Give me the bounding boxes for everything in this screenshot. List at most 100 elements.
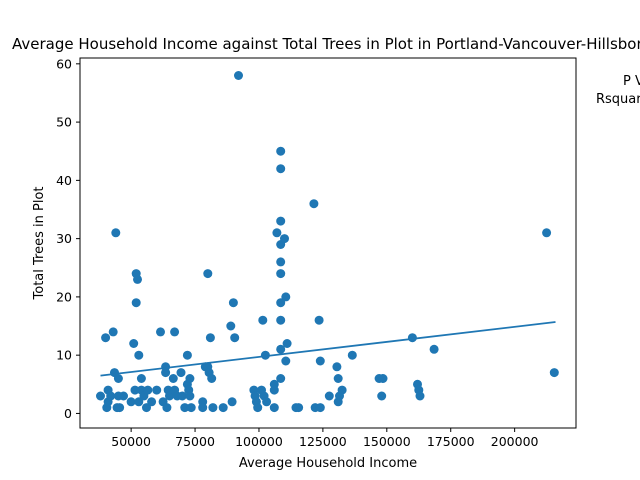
scatter-point xyxy=(276,146,286,156)
scatter-point xyxy=(347,350,357,360)
scatter-point xyxy=(276,257,286,267)
scatter-point xyxy=(315,356,325,366)
x-tick-label: 125000 xyxy=(299,434,347,449)
y-tick-label: 40 xyxy=(56,173,72,188)
scatter-point xyxy=(429,344,439,354)
chart-title: Average Household Income against Total T… xyxy=(12,35,640,53)
y-tick-label: 30 xyxy=(56,231,72,246)
x-tick-label: 150000 xyxy=(363,434,411,449)
scatter-point xyxy=(258,315,268,325)
x-axis-label: Average Household Income xyxy=(239,456,417,471)
scatter-point xyxy=(542,228,552,238)
scatter-point xyxy=(228,298,238,308)
scatter-point xyxy=(281,292,291,302)
scatter-point xyxy=(182,350,192,360)
scatter-point xyxy=(156,327,165,337)
scatter-point xyxy=(377,391,387,401)
scatter-point xyxy=(314,315,324,325)
scatter-point xyxy=(378,374,388,383)
scatter-point xyxy=(309,199,319,209)
scatter-point xyxy=(119,391,128,401)
scatter-point xyxy=(276,315,286,325)
scatter-point xyxy=(134,397,144,407)
scatter-point xyxy=(276,269,286,279)
x-tick-label: 75000 xyxy=(175,434,215,449)
y-axis: 0 10 20 30 40 50 60 xyxy=(56,56,80,421)
trendline-group xyxy=(100,321,556,377)
scatter-point xyxy=(205,333,215,343)
scatter-point xyxy=(260,350,270,360)
scatter-point xyxy=(324,391,334,401)
scatter-point xyxy=(131,298,141,308)
plot-marks xyxy=(96,71,559,413)
scatter-point xyxy=(276,164,286,174)
scatter-point xyxy=(113,374,123,383)
y-tick-label: 20 xyxy=(56,289,72,304)
scatter-point xyxy=(269,403,279,413)
scatter-point xyxy=(280,234,289,244)
scatter-point xyxy=(134,350,144,360)
x-tick-label: 175000 xyxy=(427,434,475,449)
scatter-point xyxy=(253,403,263,413)
y-tick-label: 10 xyxy=(56,348,72,363)
scatter-point xyxy=(332,362,342,372)
scatter-point xyxy=(234,71,243,80)
scatter-point xyxy=(168,374,178,383)
scatter-point xyxy=(162,403,172,413)
scatter-point xyxy=(152,385,162,395)
scatter-point xyxy=(272,228,282,238)
scatter-point xyxy=(111,228,121,238)
scatter-point xyxy=(177,391,187,401)
x-tick-label: 100000 xyxy=(235,434,283,449)
scatter-point xyxy=(185,391,195,401)
scatter-point xyxy=(180,403,190,413)
scatter-point xyxy=(186,403,196,413)
y-tick-label: 0 xyxy=(64,406,72,421)
scatter-point xyxy=(130,385,140,395)
scatter-point xyxy=(133,274,142,284)
scatter-point xyxy=(198,403,208,413)
scatter-point xyxy=(176,368,186,378)
scatter-point xyxy=(208,403,218,413)
scatter-point xyxy=(115,403,125,413)
scatter-point xyxy=(106,391,116,401)
y-axis-label: Total Trees in Plot xyxy=(32,187,47,301)
scatter-point xyxy=(269,385,279,395)
stats-annotation-line: P V xyxy=(623,74,640,89)
trendline xyxy=(100,321,556,377)
scatter-point xyxy=(129,339,139,348)
scatter-point xyxy=(126,397,136,407)
scatter-point xyxy=(549,368,559,378)
scatter-point xyxy=(333,374,343,383)
scatter-point xyxy=(276,344,286,354)
scatter-point xyxy=(281,356,291,366)
scatter-point xyxy=(337,385,347,395)
scatter-point xyxy=(315,403,325,413)
scatter-point xyxy=(96,391,105,401)
scatter-point xyxy=(276,374,286,383)
scatter-point xyxy=(415,391,425,401)
x-tick-label: 50000 xyxy=(111,434,151,449)
scatter-point xyxy=(218,403,228,413)
x-axis: 50000 75000 100000 125000 150000 175000 200000 xyxy=(111,428,539,449)
scatter-point xyxy=(185,374,195,383)
scatter-point xyxy=(165,391,174,401)
stats-annotation-line: Rsquar xyxy=(596,92,640,107)
scatter-point xyxy=(227,397,237,407)
scatter-point xyxy=(262,397,272,407)
scatter-point xyxy=(282,339,292,348)
scatter-point xyxy=(136,374,146,383)
scatter-point xyxy=(101,333,111,343)
scatter-point xyxy=(161,368,171,378)
x-tick-label: 200000 xyxy=(491,434,539,449)
scatter-point xyxy=(276,298,286,308)
scatter-point xyxy=(108,327,118,337)
scatter-point xyxy=(170,327,180,337)
scatter-point xyxy=(203,269,213,279)
scatter-point xyxy=(147,397,157,407)
scatter-point xyxy=(230,333,240,343)
y-tick-label: 50 xyxy=(56,115,72,130)
stats-annotation: P V Rsquar xyxy=(596,74,640,107)
scatter-point xyxy=(226,321,236,331)
